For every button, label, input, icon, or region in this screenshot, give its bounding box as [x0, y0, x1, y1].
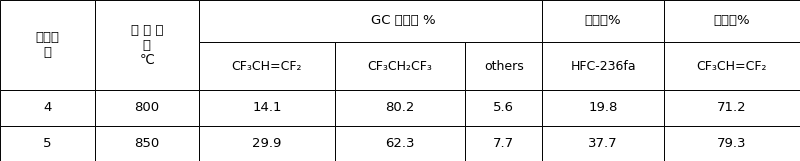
Text: 19.8: 19.8 [588, 101, 618, 114]
Bar [465, 42, 542, 90]
Bar [335, 42, 465, 90]
Text: 7.7: 7.7 [493, 137, 514, 150]
Text: 29.9: 29.9 [252, 137, 282, 150]
Text: 850: 850 [134, 137, 159, 150]
Text: 37.7: 37.7 [588, 137, 618, 150]
Bar [664, 126, 800, 161]
Bar [542, 90, 664, 126]
Text: 800: 800 [134, 101, 159, 114]
Bar [542, 126, 664, 161]
Text: 选择性%: 选择性% [714, 14, 750, 27]
Text: 5.6: 5.6 [494, 101, 514, 114]
Bar [465, 90, 542, 126]
Bar [198, 90, 335, 126]
Bar [335, 90, 465, 126]
Bar [335, 126, 465, 161]
Text: 4: 4 [43, 101, 52, 114]
Text: 转化率%: 转化率% [585, 14, 622, 27]
Text: 62.3: 62.3 [386, 137, 414, 150]
Bar [542, 0, 664, 42]
Text: 5: 5 [43, 137, 52, 150]
Bar [95, 126, 198, 161]
Bar [664, 42, 800, 90]
Bar [198, 126, 335, 161]
Bar [664, 0, 800, 42]
Bar [664, 90, 800, 126]
Text: CF₃CH=CF₂: CF₃CH=CF₂ [231, 60, 302, 72]
Text: CF₃CH₂CF₃: CF₃CH₂CF₃ [367, 60, 433, 72]
Text: GC 峰面积 %: GC 峰面积 % [370, 14, 435, 27]
Bar [542, 42, 664, 90]
Bar [0, 90, 95, 126]
Text: 71.2: 71.2 [717, 101, 746, 114]
Text: 处理编
号: 处理编 号 [35, 31, 59, 59]
Text: 79.3: 79.3 [717, 137, 746, 150]
Text: 14.1: 14.1 [252, 101, 282, 114]
Text: CF₃CH=CF₂: CF₃CH=CF₂ [697, 60, 767, 72]
Text: others: others [484, 60, 524, 72]
Bar [198, 42, 335, 90]
Bar [95, 0, 198, 90]
Text: 反 应 温
度
℃: 反 应 温 度 ℃ [130, 24, 163, 67]
Bar [465, 126, 542, 161]
Bar [198, 0, 542, 42]
Text: HFC-236fa: HFC-236fa [570, 60, 636, 72]
Text: 80.2: 80.2 [386, 101, 414, 114]
Bar [0, 126, 95, 161]
Bar [0, 0, 95, 90]
Bar [95, 90, 198, 126]
